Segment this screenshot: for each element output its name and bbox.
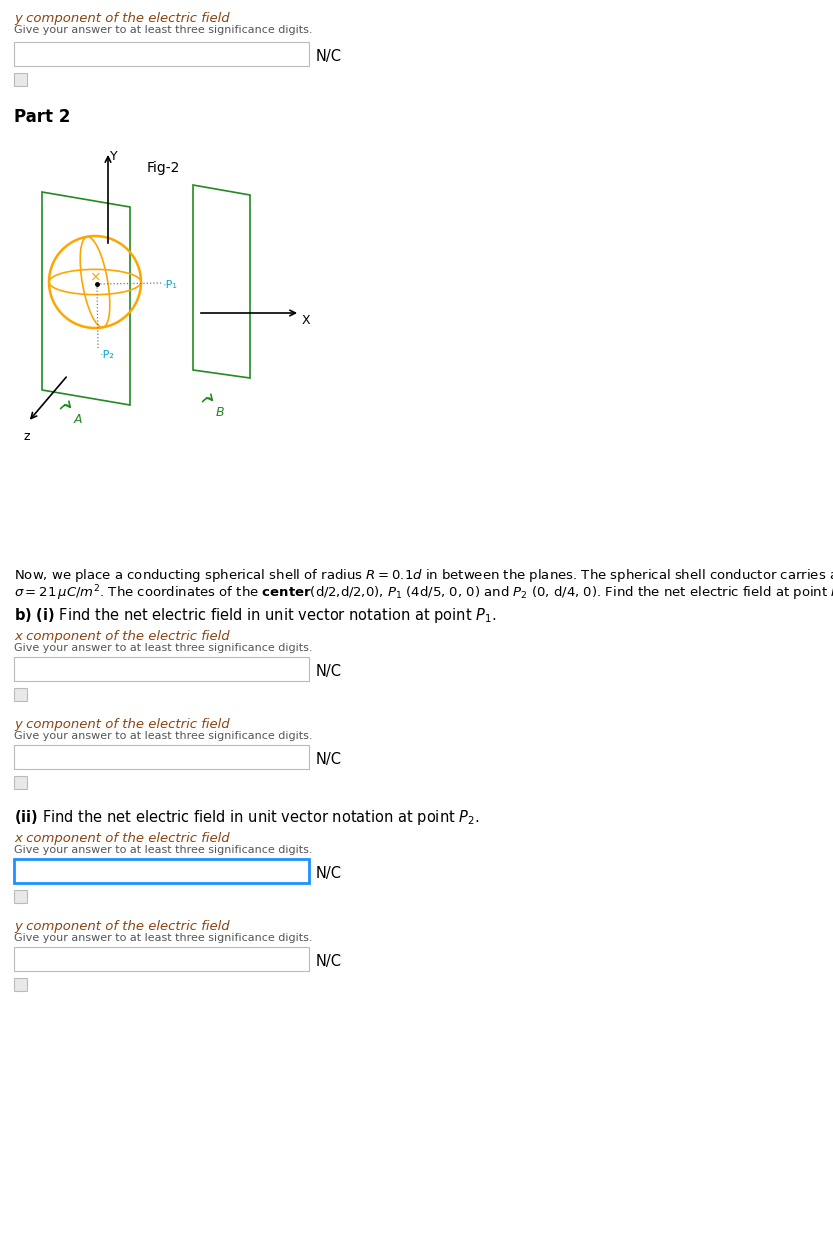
Text: ·P₂: ·P₂ [100, 350, 115, 360]
Text: N/C: N/C [316, 752, 342, 767]
Text: A: A [74, 413, 82, 426]
Bar [14, 978, 27, 990]
Text: Give your answer to at least three significance digits.: Give your answer to at least three signi… [14, 731, 312, 741]
Text: X: X [302, 313, 311, 327]
Text: Give your answer to at least three significance digits.: Give your answer to at least three signi… [14, 25, 312, 35]
Bar [14, 744, 309, 769]
Text: z: z [24, 430, 31, 443]
Text: Give your answer to at least three significance digits.: Give your answer to at least three signi… [14, 643, 312, 653]
Bar [14, 688, 27, 701]
Text: ·P₁: ·P₁ [163, 280, 178, 290]
Text: $\mathbf{b)}$ $\mathbf{(i)}$ Find the net electric field in unit vector notation: $\mathbf{b)}$ $\mathbf{(i)}$ Find the ne… [14, 606, 496, 624]
Text: x component of the electric field: x component of the electric field [14, 832, 230, 846]
Bar [14, 72, 27, 86]
Text: y component of the electric field: y component of the electric field [14, 12, 230, 25]
Text: N/C: N/C [316, 954, 342, 969]
Bar [14, 657, 309, 681]
Text: Part 2: Part 2 [14, 107, 70, 126]
Text: Y: Y [110, 150, 117, 164]
Text: Fig-2: Fig-2 [147, 161, 181, 175]
Bar [14, 776, 27, 789]
Text: x component of the electric field: x component of the electric field [14, 629, 230, 643]
Text: ×: × [89, 270, 101, 284]
Bar [14, 891, 27, 903]
Text: N/C: N/C [316, 866, 342, 881]
Text: N/C: N/C [316, 664, 342, 679]
Bar [14, 859, 309, 883]
Text: Give your answer to at least three significance digits.: Give your answer to at least three signi… [14, 933, 312, 943]
Text: $\sigma=21\,\mu C/m^2$. The coordinates of the $\mathbf{center}$(d/2,d/2,0), $P_: $\sigma=21\,\mu C/m^2$. The coordinates … [14, 583, 833, 602]
Bar [14, 42, 309, 66]
Text: N/C: N/C [316, 49, 342, 64]
Text: $\mathbf{(ii)}$ Find the net electric field in unit vector notation at point $P_: $\mathbf{(ii)}$ Find the net electric fi… [14, 808, 480, 827]
Text: y component of the electric field: y component of the electric field [14, 921, 230, 933]
Text: Now, we place a conducting spherical shell of radius $R=0.1d$ in between the pla: Now, we place a conducting spherical she… [14, 567, 833, 585]
Text: B: B [216, 406, 225, 418]
Text: y component of the electric field: y component of the electric field [14, 718, 230, 731]
Bar [14, 947, 309, 970]
Text: Give your answer to at least three significance digits.: Give your answer to at least three signi… [14, 846, 312, 856]
